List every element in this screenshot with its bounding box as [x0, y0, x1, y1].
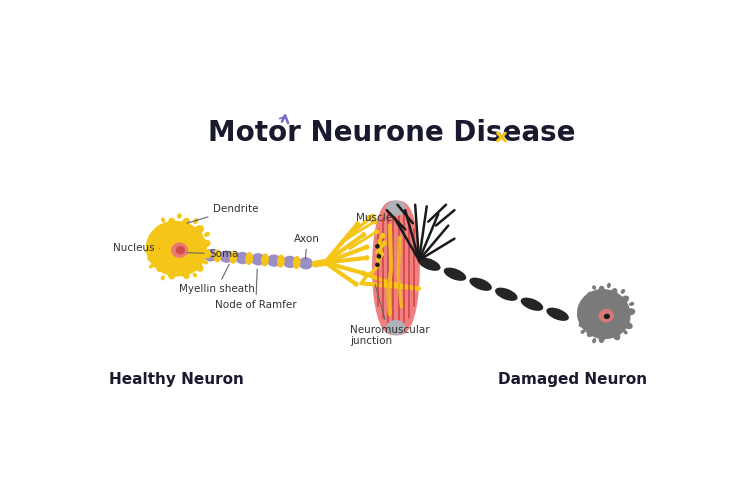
Ellipse shape	[375, 244, 380, 248]
Ellipse shape	[193, 272, 197, 278]
Text: Damaged Neuron: Damaged Neuron	[499, 372, 647, 387]
Ellipse shape	[577, 289, 631, 339]
Ellipse shape	[495, 288, 517, 301]
Ellipse shape	[470, 278, 492, 291]
Ellipse shape	[386, 200, 406, 216]
Ellipse shape	[267, 254, 281, 267]
Ellipse shape	[168, 270, 176, 280]
Ellipse shape	[386, 320, 406, 336]
Ellipse shape	[629, 302, 634, 306]
Ellipse shape	[168, 218, 176, 228]
Ellipse shape	[251, 253, 266, 266]
Ellipse shape	[444, 268, 466, 281]
Text: Myellin sheath: Myellin sheath	[178, 264, 255, 294]
Ellipse shape	[355, 222, 360, 226]
Ellipse shape	[366, 215, 372, 220]
Text: Motor Neurone Disease: Motor Neurone Disease	[209, 119, 576, 147]
Ellipse shape	[586, 330, 593, 337]
Ellipse shape	[203, 260, 208, 264]
Ellipse shape	[598, 308, 613, 322]
Ellipse shape	[624, 322, 633, 329]
Ellipse shape	[520, 298, 543, 311]
Ellipse shape	[156, 226, 165, 234]
Ellipse shape	[604, 314, 610, 319]
Ellipse shape	[283, 256, 297, 268]
Ellipse shape	[598, 286, 604, 294]
Ellipse shape	[292, 256, 301, 269]
Ellipse shape	[182, 270, 190, 280]
Ellipse shape	[380, 233, 386, 238]
Ellipse shape	[610, 288, 617, 296]
Ellipse shape	[382, 240, 387, 246]
Ellipse shape	[580, 302, 587, 308]
Ellipse shape	[194, 218, 198, 224]
Ellipse shape	[148, 241, 156, 248]
Ellipse shape	[200, 240, 211, 248]
Ellipse shape	[370, 214, 376, 219]
Ellipse shape	[148, 264, 154, 268]
Ellipse shape	[219, 250, 234, 263]
Polygon shape	[372, 200, 420, 336]
Ellipse shape	[277, 254, 285, 268]
Text: Neuromuscular
junction: Neuromuscular junction	[350, 284, 429, 346]
Ellipse shape	[182, 218, 190, 228]
Text: Dendrite: Dendrite	[187, 204, 259, 223]
Ellipse shape	[379, 252, 384, 256]
Ellipse shape	[204, 232, 210, 237]
Ellipse shape	[364, 244, 369, 250]
Ellipse shape	[598, 334, 604, 343]
Text: Nucleus: Nucleus	[112, 243, 160, 253]
Ellipse shape	[578, 314, 585, 319]
Text: Axon: Axon	[294, 234, 320, 259]
Ellipse shape	[361, 232, 366, 237]
Ellipse shape	[194, 263, 203, 272]
Ellipse shape	[261, 254, 269, 266]
Ellipse shape	[203, 249, 217, 262]
Ellipse shape	[361, 270, 366, 276]
Ellipse shape	[372, 219, 377, 224]
Ellipse shape	[607, 283, 610, 288]
Ellipse shape	[201, 250, 212, 258]
Ellipse shape	[376, 254, 381, 258]
Ellipse shape	[236, 252, 250, 264]
Ellipse shape	[146, 221, 207, 276]
Ellipse shape	[230, 250, 237, 264]
Ellipse shape	[578, 321, 586, 328]
Text: Soma: Soma	[187, 249, 239, 259]
Text: Node of Ramfer: Node of Ramfer	[215, 269, 296, 310]
Ellipse shape	[298, 257, 313, 270]
Ellipse shape	[587, 292, 594, 299]
Ellipse shape	[364, 255, 369, 260]
Ellipse shape	[592, 285, 596, 290]
Ellipse shape	[353, 282, 358, 287]
Text: Healthy Neuron: Healthy Neuron	[109, 372, 244, 387]
Ellipse shape	[592, 338, 596, 344]
Ellipse shape	[375, 262, 380, 267]
Ellipse shape	[245, 252, 253, 265]
Ellipse shape	[626, 308, 635, 315]
Ellipse shape	[620, 296, 629, 304]
Ellipse shape	[194, 225, 204, 234]
Ellipse shape	[613, 332, 620, 340]
Ellipse shape	[161, 218, 165, 222]
Ellipse shape	[580, 330, 585, 334]
Ellipse shape	[157, 264, 164, 272]
Ellipse shape	[418, 258, 440, 271]
Ellipse shape	[176, 246, 185, 254]
Ellipse shape	[620, 289, 626, 294]
Ellipse shape	[623, 330, 628, 334]
Ellipse shape	[147, 254, 156, 262]
Ellipse shape	[214, 250, 221, 262]
Ellipse shape	[160, 275, 165, 280]
Ellipse shape	[171, 242, 188, 258]
Ellipse shape	[374, 229, 380, 234]
Ellipse shape	[145, 250, 150, 253]
Text: Muscle: Muscle	[356, 213, 392, 223]
Ellipse shape	[546, 308, 569, 321]
Ellipse shape	[177, 214, 182, 218]
